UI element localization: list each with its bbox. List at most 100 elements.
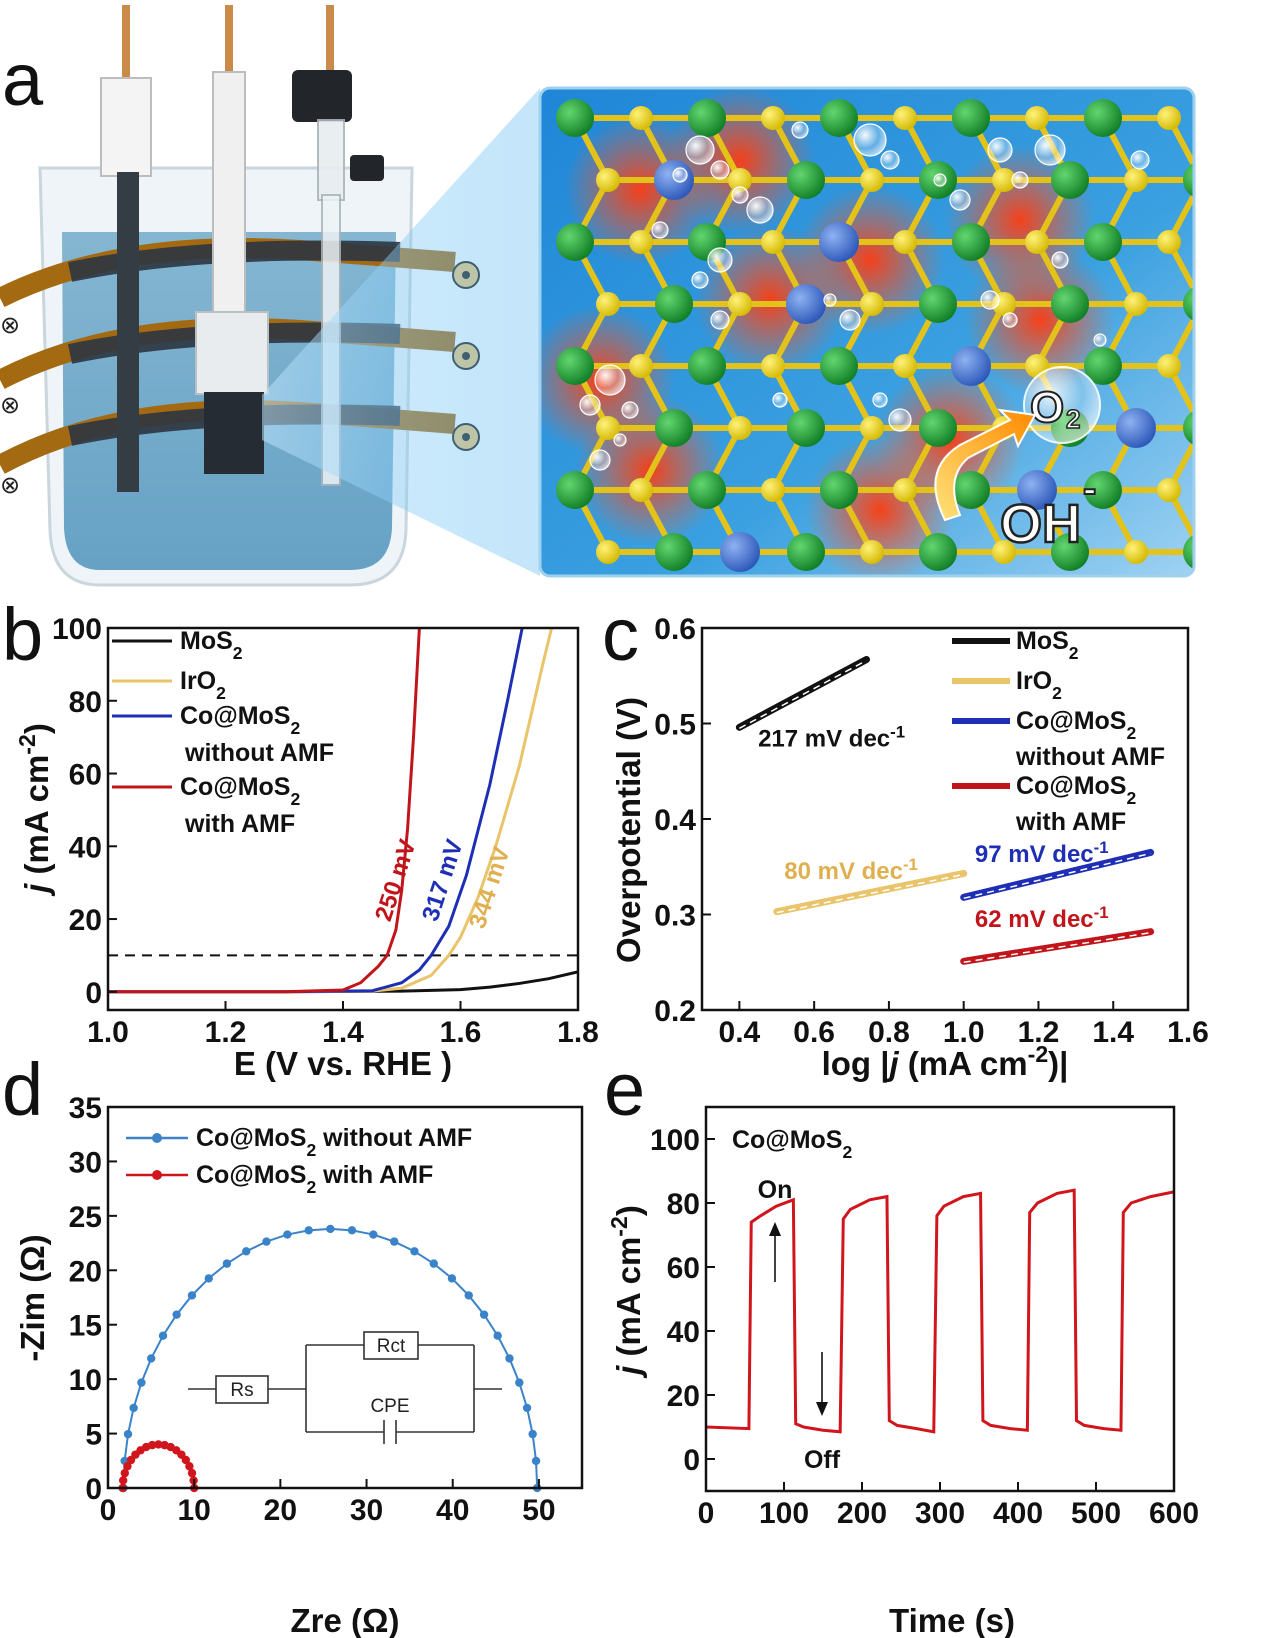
gas-bubble: [1093, 333, 1107, 347]
gas-bubble: [579, 394, 601, 416]
s-atom: [728, 292, 752, 316]
nyquist-point: [204, 1274, 213, 1283]
y-tick-label: 60: [69, 759, 102, 792]
s-atom: [860, 292, 884, 316]
mo-atom: [787, 409, 825, 447]
equivalent-circuit: [188, 1331, 502, 1444]
mo-atom: [1051, 533, 1089, 571]
gas-bubble: [839, 309, 861, 331]
y-tick-label: 35: [69, 1092, 102, 1125]
y-axis-label-e: j (mA cm-2): [606, 1205, 647, 1379]
co-atom: [786, 284, 826, 324]
legend-label-2: Co@MoS2: [1016, 707, 1136, 743]
gas-bubble: [731, 186, 749, 204]
nyquist-point: [172, 1310, 181, 1319]
series-label-e: Co@MoS2: [732, 1126, 852, 1162]
y-tick-label: 40: [667, 1316, 700, 1349]
co-atom: [720, 532, 760, 572]
nyquist-point: [262, 1237, 271, 1246]
gas-bubble: [707, 247, 733, 273]
nyquist-point: [390, 1237, 399, 1246]
legend-label-0: MoS2: [180, 627, 243, 663]
x-tick-label: 0.8: [868, 1016, 910, 1049]
nyquist-point: [283, 1230, 292, 1239]
gas-bubble: [746, 196, 774, 224]
mo-atom: [919, 285, 957, 323]
x-tick-label: 0: [100, 1494, 117, 1527]
tafel-line-1: [773, 869, 968, 916]
gas-bubble: [594, 364, 626, 396]
legend-label-3: Co@MoS2: [1016, 772, 1136, 808]
s-atom: [992, 540, 1016, 564]
s-atom: [629, 230, 653, 254]
tafel-slope-annotation-2: 97 mV dec-1: [975, 837, 1109, 868]
gas-bubble: [589, 449, 611, 471]
series-line-1: [108, 628, 554, 994]
electrode-holder: [195, 311, 269, 395]
mo-atom: [820, 99, 858, 137]
x-axis-label-d: Zre (Ω): [291, 1602, 400, 1638]
tafel-slope-annotation-3: 62 mV dec-1: [975, 902, 1109, 933]
on-arrowhead: [769, 1222, 781, 1236]
y-tick-label: 5: [85, 1419, 102, 1452]
nyquist-point: [242, 1247, 251, 1256]
mo-atom: [655, 285, 693, 323]
s-atom: [893, 106, 917, 130]
nyquist-point: [326, 1224, 335, 1234]
gas-bubble: [853, 123, 887, 157]
x-tick-label: 1.2: [1018, 1016, 1060, 1049]
o2-oh-annotation: O 2 OH -: [934, 366, 1101, 555]
gas-bubble: [1130, 150, 1150, 170]
tafel-line-0: [735, 656, 870, 731]
y-tick-label: 0.6: [654, 613, 696, 646]
nyquist-point: [464, 1291, 473, 1300]
x-axis-label-c: log |j (mA cm-2)|: [822, 1041, 1069, 1082]
electrode-cap-1: [100, 77, 152, 177]
y-tick-label: 0.4: [654, 804, 696, 837]
y-tick-label: 0: [683, 1444, 700, 1477]
mo-atom: [1183, 409, 1194, 447]
y-tick-label: 0.3: [654, 900, 696, 933]
mo-atom: [1084, 347, 1122, 385]
panel-label-d: d: [2, 1048, 43, 1131]
x-tick-label: 300: [915, 1497, 965, 1530]
x-tick-label: 50: [522, 1494, 555, 1527]
plot-frame-d: [106, 1105, 584, 1490]
reference-electrode-cap: [292, 70, 352, 122]
s-atom: [761, 354, 785, 378]
s-atom: [629, 478, 653, 502]
off-arrowhead: [816, 1402, 828, 1416]
tafel-fit-1: [776, 873, 964, 914]
y-axis-label-b: j (mA cm-2): [14, 723, 55, 897]
reaction-arrow: [934, 408, 1037, 522]
s-atom: [596, 292, 620, 316]
s-atom: [596, 540, 620, 564]
mo-atom: [820, 347, 858, 385]
nyquist-line-0: [122, 1227, 539, 1489]
mo-atom: [556, 223, 594, 261]
copper-lead-3: [326, 5, 334, 77]
on-label: On: [758, 1176, 793, 1204]
gas-bubble: [823, 293, 837, 307]
tafel-fit-2: [963, 852, 1151, 900]
y-tick-label: 0: [85, 1473, 102, 1506]
x-tick-label: 10: [177, 1494, 210, 1527]
working-electrode-rod: [212, 71, 246, 323]
legend-label-0: Co@MoS2 without AMF: [196, 1124, 472, 1160]
s-atom: [1124, 292, 1148, 316]
x-tick-label: 1.6: [440, 1016, 482, 1049]
x-tick-label: 1.4: [322, 1016, 364, 1049]
y-tick-label: 100: [52, 613, 102, 646]
panel-e: e 0 100 200 300 400 500 600 0 20 40 60 80 100 Co@MoS…: [604, 1048, 1199, 1638]
overpotential-annotation-1: 317 mV: [417, 836, 469, 924]
mo-atom: [1183, 533, 1194, 571]
mo-atom: [688, 471, 726, 509]
nyquist-point: [531, 1456, 541, 1466]
legend-marker-0: [152, 1133, 162, 1143]
y-axis-label-d: -Zim (Ω): [14, 1234, 51, 1361]
legend-label-1: IrO2: [1016, 667, 1062, 703]
y-tick-label: 0.2: [654, 995, 696, 1028]
panel-label-e: e: [604, 1048, 645, 1131]
nyquist-point: [120, 1468, 130, 1478]
lattice-inset: [540, 88, 1194, 576]
